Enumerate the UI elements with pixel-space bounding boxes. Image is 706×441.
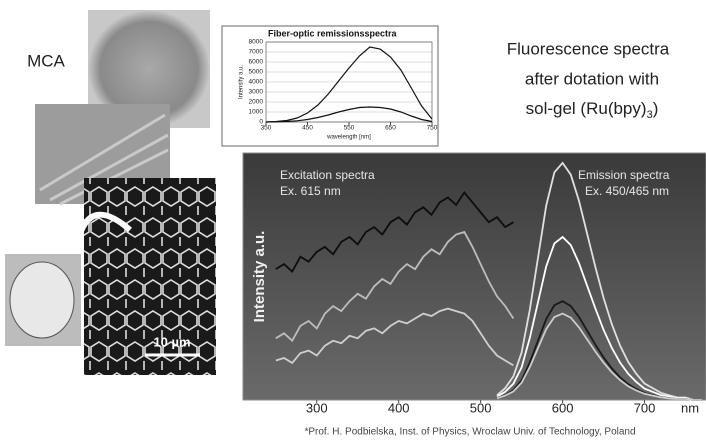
heading-text: ): [653, 99, 659, 118]
y-tick-label: 6000: [249, 59, 264, 66]
inset-title: Fiber-optic remissionsspectra: [268, 28, 398, 38]
x-tick-label: 350: [261, 125, 272, 132]
photo-honeycomb: [84, 178, 216, 375]
y-tick-label: 4000: [249, 79, 264, 86]
annotation: Emission spectra: [578, 168, 670, 182]
x-axis-label: nm: [681, 400, 699, 415]
scale-bar-label: 10 µm: [153, 334, 190, 349]
y-tick-label: 3000: [249, 89, 264, 96]
footnote: *Prof. H. Podbielska, Inst. of Physics, …: [304, 427, 635, 438]
x-tick-label: 700: [634, 400, 656, 415]
y-tick-label: 5000: [249, 69, 264, 76]
x-tick-label: 400: [388, 400, 410, 415]
figure: 10 µm MCA Fluorescence spectra after dot…: [0, 0, 706, 441]
y-tick-label: 8000: [249, 39, 264, 46]
x-tick-label: 450: [302, 125, 313, 132]
y-tick-label: 7000: [249, 49, 264, 56]
x-tick-label: 650: [385, 125, 396, 132]
x-tick-label: 750: [427, 125, 438, 132]
y-tick-label: 2000: [249, 99, 264, 106]
heading-line: sol-gel (Ru(bpy)3): [526, 99, 659, 120]
x-tick-label: 550: [344, 125, 355, 132]
heading-line: after dotation with: [525, 69, 659, 88]
y-axis-label: Intensity a.u.: [239, 65, 245, 99]
y-axis-label: Intensity a.u.: [251, 231, 268, 323]
annotation: Excitation spectra: [280, 168, 375, 182]
annotation: Ex. 615 nm: [280, 184, 341, 198]
annotation: Ex. 450/465 nm: [585, 184, 669, 198]
y-tick-label: 1000: [249, 109, 264, 116]
photo-fiber-end: [10, 262, 74, 338]
x-tick-label: 300: [306, 400, 328, 415]
x-tick-label: 500: [470, 400, 492, 415]
heading-text: sol-gel (Ru(bpy): [526, 99, 647, 118]
x-axis-label: wavelength [nm]: [326, 135, 371, 141]
x-tick-label: 600: [552, 400, 574, 415]
heading-line: Fluorescence spectra: [507, 39, 670, 58]
mca-label: MCA: [27, 51, 65, 70]
